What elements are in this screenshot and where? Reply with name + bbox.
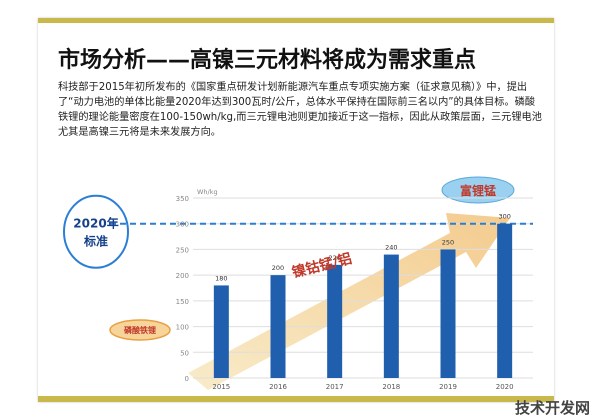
bottom-accent-bar xyxy=(38,396,554,402)
bar xyxy=(327,264,343,378)
y-tick-label: 50 xyxy=(180,349,189,357)
lfp-oval xyxy=(109,319,171,341)
y-tick-label: 350 xyxy=(176,195,189,203)
y-axis-unit: Wh/kg xyxy=(197,188,218,196)
target-label-line1: 2020年 xyxy=(73,216,118,231)
x-tick-label: 2018 xyxy=(382,383,400,391)
y-tick-label: 100 xyxy=(176,324,189,332)
bar xyxy=(213,285,229,378)
bar xyxy=(440,249,456,378)
bar-chart: 0 50 100 150 200 250 300 350 Wh/kg 180 2015 200 2016… xyxy=(63,176,533,391)
slide-title: 市场分析——高镍三元材料将成为需求重点 xyxy=(58,48,477,73)
x-tick-label: 2017 xyxy=(326,383,344,391)
y-tick-label: 150 xyxy=(176,298,189,306)
lfp-label: 磷酸铁锂 xyxy=(124,325,156,335)
data-label: 240 xyxy=(385,244,397,252)
slide-paragraph: 科技部于2015年初所发布的《国家重点研发计划新能源汽车重点专项实施方案（征求意… xyxy=(58,82,542,138)
y-tick-label: 0 xyxy=(185,375,189,383)
li-rich-label: 富锂锰 xyxy=(460,183,496,198)
data-label: 300 xyxy=(498,213,510,221)
top-accent-bar xyxy=(38,18,554,23)
li-rich-oval xyxy=(441,176,515,204)
x-tick-label: 2015 xyxy=(212,383,230,391)
slide: 市场分析——高镍三元材料将成为需求重点 科技部于2015年初所发布的《国家重点研… xyxy=(38,18,554,402)
trend-arrow-icon xyxy=(188,213,510,390)
ncm-nca-label: 镍钴锰/铝 xyxy=(290,250,353,281)
y-tick-label: 200 xyxy=(176,272,189,280)
data-label: 250 xyxy=(442,238,454,246)
data-label: 200 xyxy=(272,264,284,272)
bar xyxy=(497,223,513,378)
y-tick-label: 250 xyxy=(176,246,189,254)
target-label-line2: 标准 xyxy=(83,234,108,249)
y-tick-label: 300 xyxy=(176,221,189,229)
target-ellipse xyxy=(63,194,129,269)
x-tick-label: 2016 xyxy=(269,383,287,391)
watermark-text: 技术开发网 xyxy=(514,399,590,417)
bar xyxy=(383,254,399,378)
x-tick-label: 2019 xyxy=(439,383,457,391)
data-label: 220 xyxy=(328,254,340,262)
x-tick-label: 2020 xyxy=(496,383,514,391)
data-label: 180 xyxy=(215,274,227,282)
bar xyxy=(270,275,286,378)
chart-area: 0 50 100 150 200 250 300 350 Wh/kg 180 2015 200 2016… xyxy=(58,168,538,394)
